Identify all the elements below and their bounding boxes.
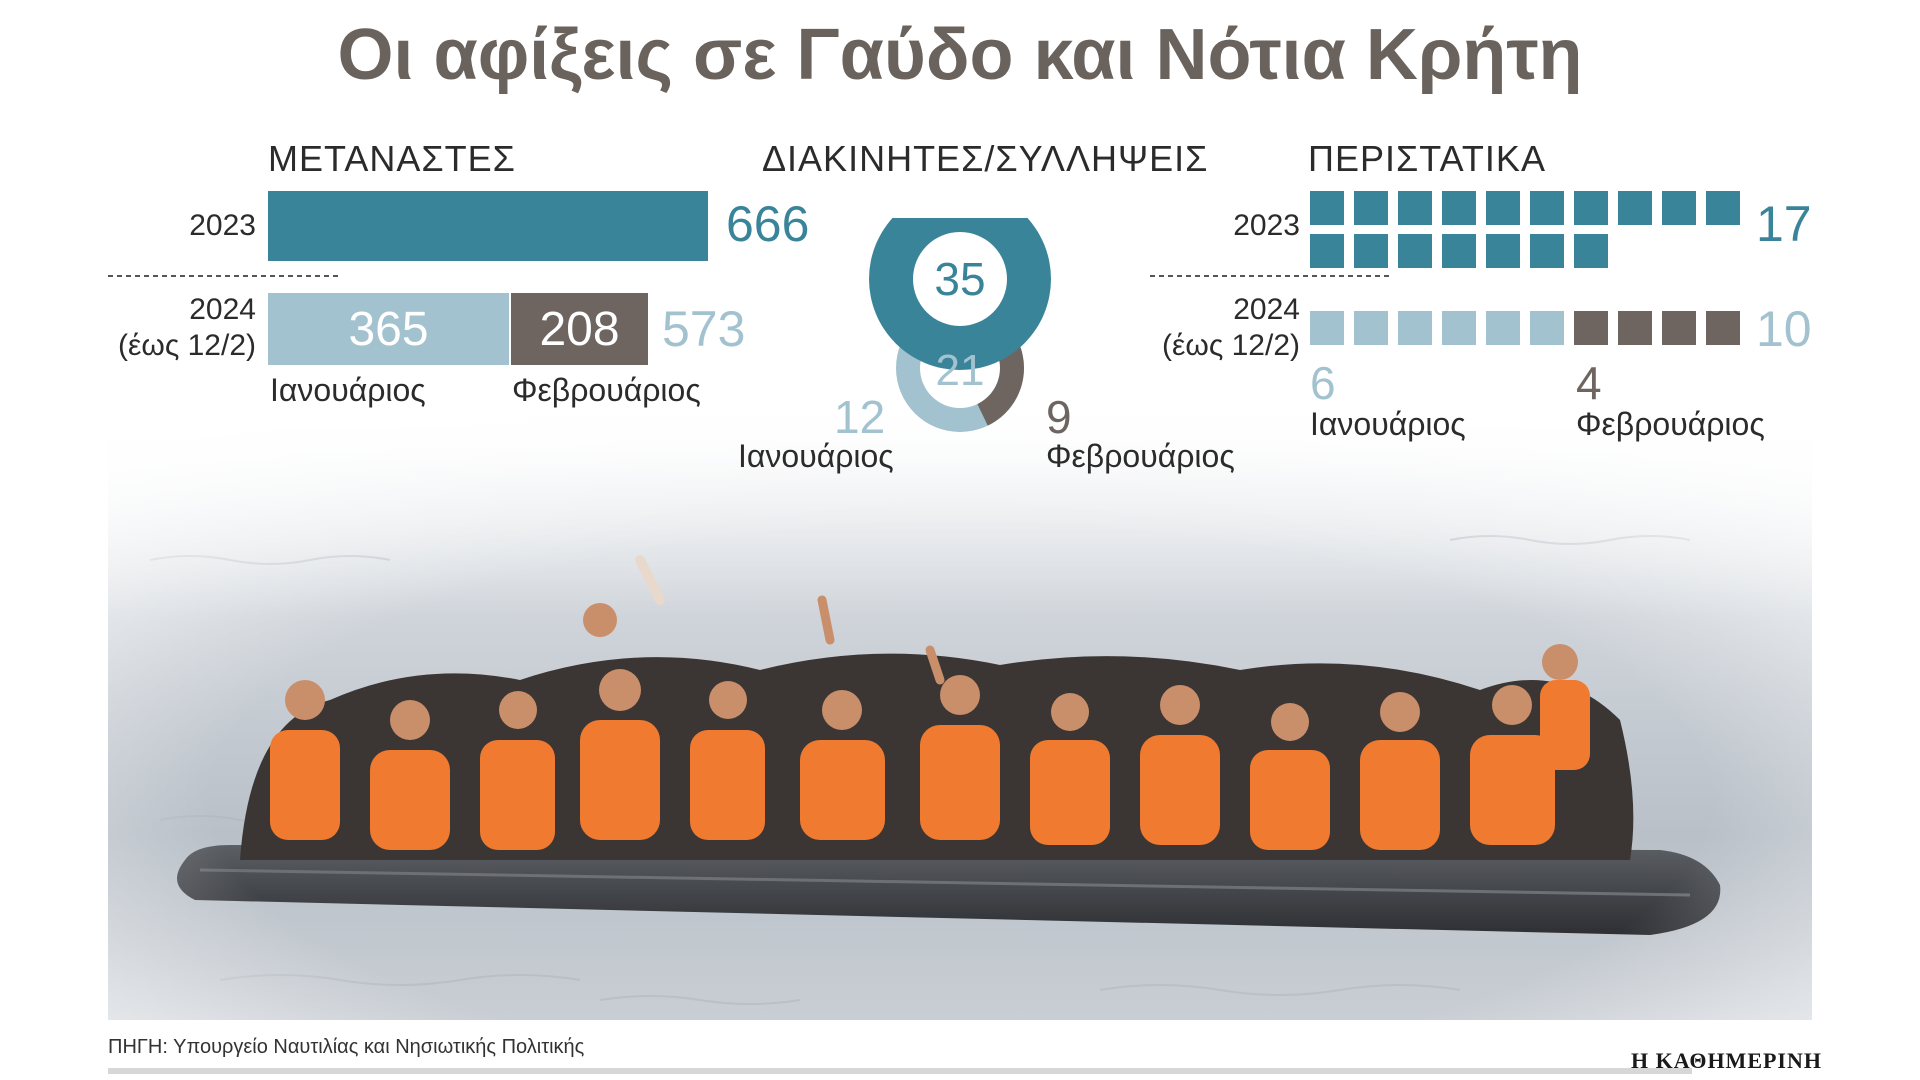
incident-square-2023: [1530, 191, 1564, 225]
migrants-february-label: Φεβρουάριος: [512, 372, 701, 408]
incident-square-2023: [1442, 234, 1476, 268]
incidents-year-2024: 2024 (έως 12/2): [1140, 292, 1300, 364]
incident-square-2023: [1662, 191, 1696, 225]
smugglers-total-2023: 35: [934, 253, 985, 305]
incident-square-2023: [1354, 191, 1388, 225]
smugglers-total-2024: 21: [936, 346, 985, 395]
migrants-value-january: 365: [348, 302, 429, 356]
incident-square-2023: [1486, 191, 1520, 225]
incident-square-january: [1310, 311, 1344, 345]
migrants-heading: ΜΕΤΑΝΑΣΤΕΣ: [268, 138, 516, 179]
migrants-divider: [108, 275, 338, 277]
page-title: Οι αφίξεις σε Γαύδο και Νότια Κρήτη: [337, 15, 1583, 95]
migrants-january-label: Ιανουάριος: [270, 372, 426, 408]
incident-square-february: [1618, 311, 1652, 345]
brand-logo: Η ΚΑΘΗΜΕΡΙΝΗ: [1631, 1048, 1822, 1073]
incidents-january-label: Ιανουάριος: [1310, 406, 1466, 442]
donut-2023-hole: [913, 232, 1007, 326]
source-note: ΠΗΓΗ: Υπουργείο Ναυτιλίας και Νησιωτικής…: [108, 1036, 585, 1058]
incident-square-2023: [1530, 234, 1564, 268]
incidents-divider: [1150, 275, 1390, 277]
smugglers-donuts: 35 21: [869, 218, 1051, 432]
incident-square-january: [1398, 311, 1432, 345]
smugglers-february-label: Φεβρουάριος: [1046, 438, 1235, 474]
incidents-year-2024-note: (έως 12/2): [1162, 329, 1300, 362]
incidents-year-2023: 2023: [1233, 209, 1300, 242]
incidents-value-january: 6: [1310, 357, 1336, 409]
smugglers-january-label: Ιανουάριος: [738, 438, 894, 474]
incident-square-2023: [1574, 191, 1608, 225]
migrants-value-2024: 573: [662, 301, 746, 357]
incident-square-2023: [1398, 234, 1432, 268]
incidents-heading: ΠΕΡΙΣΤΑΤΙΚΑ: [1308, 138, 1546, 179]
migrants-year-2024-note: (έως 12/2): [118, 329, 256, 362]
incident-square-2023: [1310, 234, 1344, 268]
incidents-year-2024-label: 2024: [1233, 293, 1300, 326]
incidents-february-label: Φεβρουάριος: [1576, 406, 1765, 442]
incident-square-february: [1574, 311, 1608, 345]
migrants-year-2024: 2024 (έως 12/2): [100, 292, 256, 364]
migrants-bar-2023: [268, 191, 708, 261]
smugglers-value-february: 9: [1046, 391, 1072, 443]
incident-square-january: [1530, 311, 1564, 345]
migrants-bar-january: 365: [268, 293, 509, 365]
migrants-year-2023: 2023: [189, 209, 256, 242]
incident-square-2023: [1574, 234, 1608, 268]
incident-square-2023: [1310, 191, 1344, 225]
incident-square-2023: [1618, 191, 1652, 225]
incident-square-2023: [1442, 191, 1476, 225]
migrants-year-2024-label: 2024: [189, 293, 256, 326]
incident-square-january: [1442, 311, 1476, 345]
incident-square-2023: [1354, 234, 1388, 268]
incidents-value-2023: 17: [1756, 196, 1812, 252]
migrants-value-2023: 666: [726, 196, 810, 252]
migrants-bar-february: 208: [511, 293, 648, 365]
incident-square-january: [1354, 311, 1388, 345]
incidents-value-february: 4: [1576, 357, 1602, 409]
incident-square-january: [1486, 311, 1520, 345]
incident-square-2023: [1398, 191, 1432, 225]
incident-square-2023: [1486, 234, 1520, 268]
incident-square-february: [1662, 311, 1696, 345]
migrants-value-february: 208: [539, 302, 620, 356]
smugglers-heading: ΔΙΑΚΙΝΗΤΕΣ/ΣΥΛΛΗΨΕΙΣ: [762, 138, 1209, 179]
smugglers-value-january: 12: [834, 391, 886, 443]
incidents-value-2024: 10: [1756, 301, 1812, 357]
incident-square-2023: [1706, 191, 1740, 225]
incident-square-february: [1706, 311, 1740, 345]
